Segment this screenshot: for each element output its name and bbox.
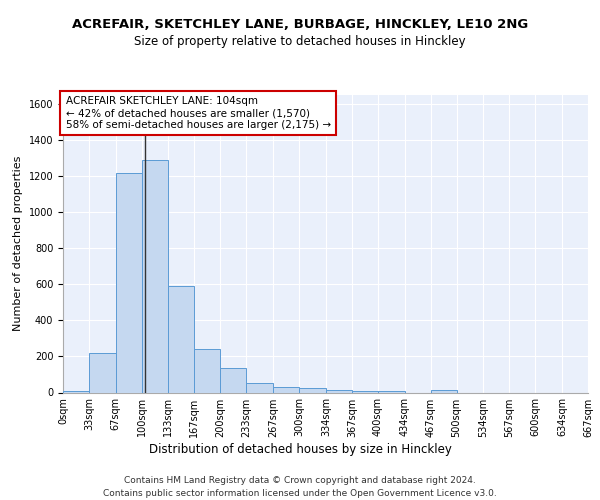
Text: Contains public sector information licensed under the Open Government Licence v3: Contains public sector information licen… xyxy=(103,489,497,498)
Bar xyxy=(89,353,116,393)
Bar xyxy=(194,349,220,393)
Bar xyxy=(378,390,404,392)
Bar xyxy=(247,384,273,392)
Bar xyxy=(352,390,378,392)
Y-axis label: Number of detached properties: Number of detached properties xyxy=(13,156,23,332)
Bar xyxy=(431,390,457,392)
Text: Contains HM Land Registry data © Crown copyright and database right 2024.: Contains HM Land Registry data © Crown c… xyxy=(124,476,476,485)
Text: ACREFAIR, SKETCHLEY LANE, BURBAGE, HINCKLEY, LE10 2NG: ACREFAIR, SKETCHLEY LANE, BURBAGE, HINCK… xyxy=(72,18,528,30)
Bar xyxy=(63,390,89,392)
Bar xyxy=(326,390,352,392)
Bar xyxy=(220,368,247,392)
Bar xyxy=(116,172,142,392)
Text: ACREFAIR SKETCHLEY LANE: 104sqm
← 42% of detached houses are smaller (1,570)
58%: ACREFAIR SKETCHLEY LANE: 104sqm ← 42% of… xyxy=(65,96,331,130)
Text: Distribution of detached houses by size in Hinckley: Distribution of detached houses by size … xyxy=(149,442,451,456)
Bar xyxy=(299,388,326,392)
Bar xyxy=(142,160,167,392)
Bar xyxy=(273,387,299,392)
Text: Size of property relative to detached houses in Hinckley: Size of property relative to detached ho… xyxy=(134,35,466,48)
Bar xyxy=(167,286,194,393)
